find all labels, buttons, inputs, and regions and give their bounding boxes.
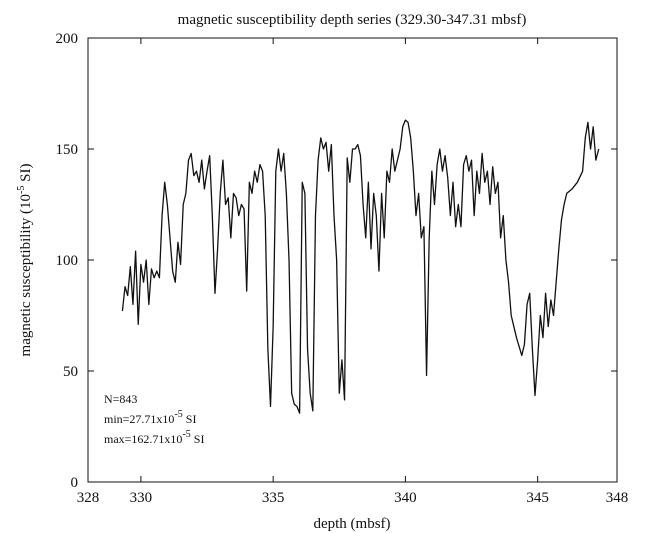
annotation-sup: -5 <box>182 429 190 440</box>
y-tick-label: 200 <box>56 31 79 47</box>
annotation-text: min=27.71x10 <box>104 412 174 426</box>
y-axis-label-text: magnetic susceptibility (10 <box>18 194 34 356</box>
x-tick-label: 328 <box>77 490 100 506</box>
annotation: max=162.71x10-5 SI <box>104 429 204 446</box>
y-tick-label: 0 <box>71 475 79 491</box>
x-tick-label: 335 <box>262 490 285 506</box>
annotation-text: N=843 <box>104 392 137 406</box>
data-line <box>121 119 600 414</box>
x-tick-label: 340 <box>394 490 417 506</box>
x-axis-label: depth (mbsf) <box>313 516 390 532</box>
y-tick-label: 150 <box>56 142 79 158</box>
x-tick-label: 348 <box>606 490 629 506</box>
y-axis-label: magnetic susceptibility (10-5 SI) <box>16 164 34 357</box>
y-tick-label: 100 <box>56 253 79 269</box>
annotation: N=843 <box>104 392 137 406</box>
x-tick-label: 330 <box>130 490 153 506</box>
y-tick-label: 50 <box>63 364 78 380</box>
annotation-text: max=162.71x10 <box>104 432 182 446</box>
y-axis-label-after: SI) <box>18 164 34 186</box>
x-tick-label: 345 <box>526 490 549 506</box>
chart-title: magnetic susceptibility depth series (32… <box>178 12 527 28</box>
annotation: min=27.71x10-5 SI <box>104 409 196 426</box>
annotation-after: SI <box>191 432 205 446</box>
annotation-sup: -5 <box>174 409 182 420</box>
y-axis-label-sup: -5 <box>16 186 27 194</box>
annotation-after: SI <box>183 412 197 426</box>
